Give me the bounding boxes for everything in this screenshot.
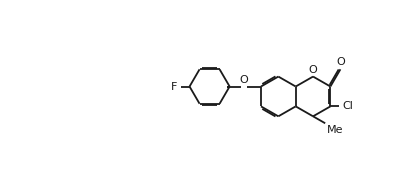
Text: Cl: Cl (343, 101, 354, 111)
Text: O: O (240, 75, 249, 85)
Text: O: O (309, 65, 317, 75)
Text: F: F (171, 82, 177, 91)
Text: Me: Me (327, 125, 343, 135)
Text: O: O (336, 57, 345, 67)
